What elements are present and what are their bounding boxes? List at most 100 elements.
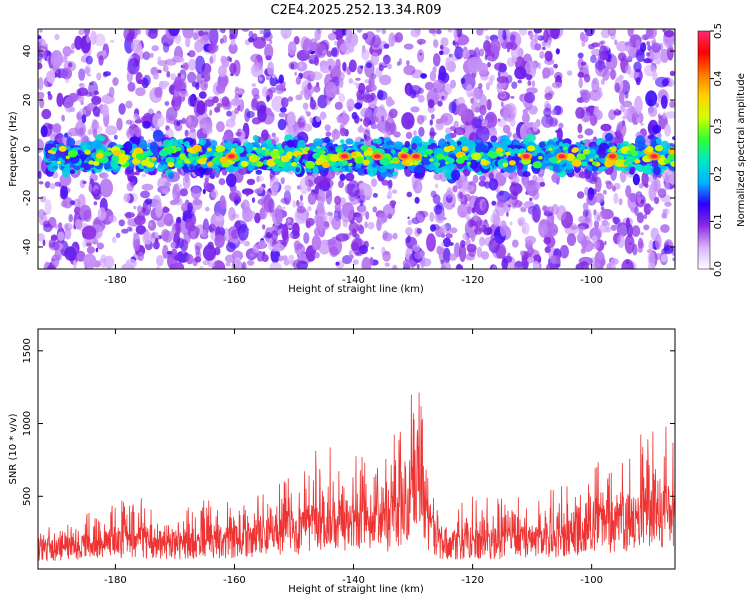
- spectrogram-hotspot: [608, 154, 616, 159]
- spectrogram-band-blob: [223, 139, 228, 144]
- spectrogram-noise-blob: [527, 256, 535, 264]
- spectrogram-noise-blob: [264, 43, 274, 60]
- spectrogram-noise-blob: [57, 231, 65, 241]
- spectrogram-noise-blob: [651, 42, 661, 53]
- spectrogram-noise-blob: [370, 52, 379, 66]
- spectrogram-noise-blob: [38, 35, 42, 40]
- spectrogram-peak-blob: [625, 155, 635, 163]
- spectrogram-noise-blob: [82, 239, 87, 248]
- spectrogram-noise-blob: [221, 169, 228, 176]
- spectrogram-hotspot: [227, 154, 235, 159]
- spectrogram-noise-blob: [641, 34, 644, 40]
- spectrogram-noise-blob: [387, 190, 393, 200]
- spectrogram-band-blob: [67, 137, 76, 147]
- spectrogram-hotspot: [650, 154, 658, 159]
- spectrogram-noise-blob: [439, 50, 444, 56]
- spectrogram-noise-blob: [635, 77, 641, 86]
- spectrogram-noise-blob: [313, 56, 319, 66]
- spectrogram-noise-blob: [137, 251, 144, 262]
- spectrogram-peak-blob: [341, 160, 349, 166]
- spectrogram-noise-blob: [43, 223, 53, 233]
- spectrogram-noise-blob: [123, 193, 131, 203]
- spectrogram-band-blob: [52, 165, 58, 170]
- spectrogram-noise-blob: [334, 101, 343, 110]
- spectrogram-noise-blob: [192, 198, 203, 211]
- spectrogram-noise-blob: [221, 96, 230, 107]
- spectrogram-noise-blob: [271, 132, 276, 138]
- snr-y-label: SNR (10 * v/v): [8, 413, 19, 484]
- spectrogram-noise-blob: [544, 92, 553, 101]
- spectrogram-noise-blob: [672, 257, 675, 262]
- spectrogram-noise-blob: [324, 124, 331, 132]
- spectrogram-noise-blob: [188, 50, 196, 58]
- spectrogram-noise-blob: [543, 236, 552, 245]
- spectrogram-noise-blob: [271, 74, 276, 79]
- spectrogram-noise-blob: [452, 185, 458, 193]
- spectrogram-peak-blob: [201, 156, 208, 162]
- spectrogram-noise-blob: [371, 246, 375, 250]
- spectrogram-noise-blob: [359, 203, 367, 217]
- spectrogram-noise-blob: [407, 216, 410, 220]
- spectrogram-peak-blob: [305, 160, 316, 169]
- spectrogram-noise-blob: [68, 106, 76, 113]
- spectrogram-noise-blob: [432, 53, 441, 67]
- spectrogram-noise-blob: [164, 58, 177, 66]
- spectrogram-noise-blob: [551, 81, 563, 89]
- spectrogram-noise-blob: [169, 114, 175, 125]
- spectrogram-noise-blob: [348, 42, 354, 51]
- spectrogram-noise-blob: [362, 94, 374, 103]
- spectrogram-noise-blob: [225, 242, 236, 253]
- spectrogram-band-blob: [323, 136, 331, 144]
- spectrogram-noise-blob: [194, 40, 204, 53]
- spectrogram-noise-blob: [323, 221, 330, 228]
- spectrogram-noise-blob: [579, 31, 585, 42]
- spectrogram-noise-blob: [442, 237, 451, 248]
- spectrogram-band-blob: [210, 140, 218, 148]
- spectrogram-noise-blob: [209, 109, 213, 116]
- spectrogram-peak-blob: [360, 145, 368, 151]
- spectrogram-noise-blob: [225, 262, 231, 267]
- spectrogram-noise-blob: [478, 83, 483, 89]
- spectrogram-noise-blob: [83, 253, 97, 269]
- spectrogram-noise-blob: [622, 100, 633, 108]
- spectrogram-noise-blob: [584, 64, 589, 71]
- spectrogram-noise-blob: [315, 115, 321, 123]
- spectrogram-noise-blob: [103, 71, 112, 77]
- spectrogram-peak-blob: [234, 146, 245, 154]
- spectrogram-band-blob: [548, 165, 554, 171]
- spectrogram-noise-blob: [135, 225, 146, 235]
- spectrogram-noise-blob: [584, 128, 594, 136]
- spectrogram-noise-blob: [277, 118, 287, 131]
- spectrogram-noise-blob: [406, 60, 410, 66]
- spectrogram-noise-blob: [582, 209, 589, 218]
- spectrogram-noise-blob: [591, 235, 598, 243]
- spectrogram-band-blob: [526, 133, 536, 143]
- spectrogram-noise-blob: [127, 226, 131, 232]
- spectrogram-noise-blob: [77, 87, 89, 96]
- spectrogram-noise-blob: [401, 112, 415, 130]
- spectrogram-noise-blob: [652, 124, 662, 134]
- spectrogram-noise-blob: [539, 181, 546, 187]
- spectrogram-noise-blob: [489, 126, 497, 138]
- spectrogram-band-blob: [428, 138, 434, 144]
- spectrogram-noise-blob: [437, 100, 443, 107]
- spectrogram-noise-blob: [226, 173, 237, 188]
- spectrogram-noise-blob: [555, 129, 561, 134]
- spectrogram-noise-blob: [420, 73, 427, 79]
- spectrogram-noise-blob: [152, 72, 159, 80]
- spectrogram-noise-blob: [38, 233, 45, 242]
- spectrogram-noise-blob: [381, 29, 387, 35]
- spectrogram-peak-blob: [207, 161, 214, 167]
- spectrogram-noise-blob: [248, 37, 255, 43]
- spectrogram-noise-blob: [49, 183, 56, 190]
- spectrogram-noise-blob: [214, 247, 221, 256]
- spectrogram-noise-blob: [266, 94, 270, 103]
- spectrogram-noise-blob: [558, 122, 564, 129]
- spectrogram-noise-blob: [624, 64, 632, 75]
- spectrogram-noise-blob: [542, 67, 551, 79]
- spectrogram-noise-blob: [646, 41, 651, 46]
- spectrogram-noise-blob: [80, 100, 84, 105]
- spectrogram-noise-blob: [539, 50, 545, 59]
- spectrogram-band-blob: [538, 141, 546, 149]
- spectrogram-noise-blob: [647, 44, 652, 52]
